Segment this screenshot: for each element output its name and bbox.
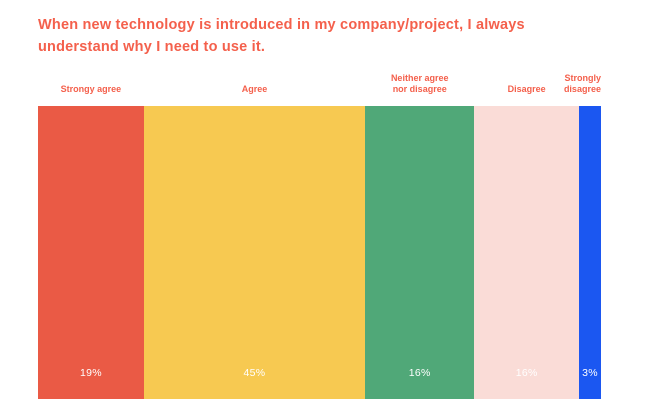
segment-value-label: 16% — [515, 367, 538, 379]
category-label-cell: Strongly disagree — [564, 68, 601, 98]
category-label-cell: Agree — [144, 68, 365, 98]
category-labels-row: Strongy agree Agree Neither agree nor disa… — [38, 68, 601, 98]
segment-value-label: 3% — [582, 367, 598, 379]
segment-value-label: 16% — [408, 367, 431, 379]
bar-segment: 16% — [365, 106, 475, 399]
category-label-cell: Neither agree nor disagree — [365, 68, 474, 98]
category-label: Strongly disagree — [563, 73, 601, 94]
category-label: Disagree — [507, 84, 546, 94]
category-label-cell: Disagree — [474, 68, 579, 98]
stacked-bar: 19% 45% 16% 16% 3% — [38, 106, 601, 399]
category-label: Strongy agree — [60, 84, 122, 94]
bar-segment: 19% — [38, 106, 144, 399]
bar-segment: 16% — [474, 106, 580, 399]
category-label: Agree — [241, 84, 268, 94]
segment-value-label: 19% — [79, 367, 102, 379]
segment-value-label: 45% — [243, 367, 266, 379]
bar-segment: 45% — [143, 106, 366, 399]
chart-title: When new technology is introduced in my … — [38, 17, 525, 55]
bar-segment: 3% — [579, 106, 601, 399]
category-label: Neither agree nor disagree — [390, 73, 449, 94]
category-label-cell: Strongy agree — [38, 68, 144, 98]
